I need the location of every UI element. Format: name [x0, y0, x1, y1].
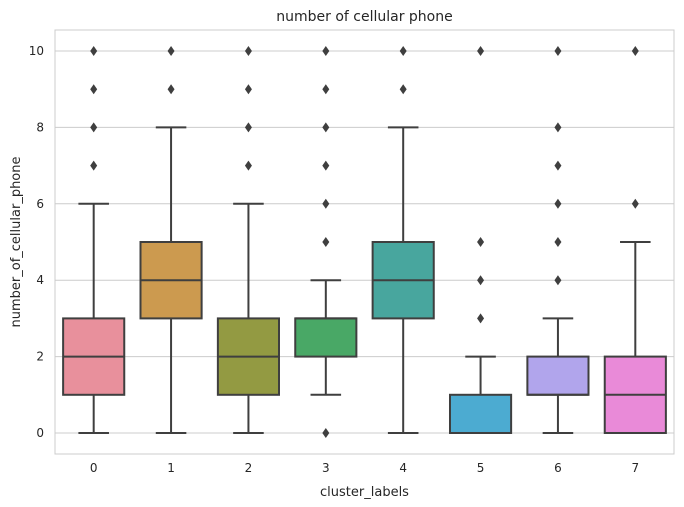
outlier-point	[167, 84, 175, 95]
outlier-point	[477, 46, 485, 57]
outlier-point	[90, 46, 98, 57]
x-tick-label: 4	[399, 461, 407, 475]
y-tick-label: 6	[36, 197, 44, 211]
x-tick-label: 5	[477, 461, 485, 475]
outlier-point	[554, 160, 562, 171]
x-tick-label: 1	[167, 461, 175, 475]
y-tick-label: 0	[36, 426, 44, 440]
outlier-point	[554, 198, 562, 209]
box-group	[448, 46, 513, 434]
x-tick-label: 6	[554, 461, 562, 475]
box-group	[294, 46, 358, 438]
outlier-point	[322, 46, 330, 57]
outlier-point	[631, 198, 639, 209]
outlier-point	[244, 84, 252, 95]
outlier-point	[322, 84, 330, 95]
box-group	[139, 46, 203, 434]
outlier-point	[554, 46, 562, 57]
box-group	[216, 46, 281, 434]
axis-ticks: 0 2 4 6 8 10 0 1 2 3 4 5 6 7	[29, 44, 639, 475]
y-tick-label: 2	[36, 350, 44, 364]
x-tick-label: 0	[90, 461, 98, 475]
outlier-point	[477, 237, 485, 247]
outlier-point	[322, 198, 330, 209]
outlier-point	[554, 122, 562, 133]
outlier-point	[322, 427, 330, 438]
outlier-point	[554, 237, 562, 247]
outlier-point	[90, 160, 98, 171]
outlier-point	[167, 46, 175, 57]
outlier-point	[90, 84, 98, 95]
outlier-point	[244, 160, 252, 171]
outlier-point	[90, 122, 98, 133]
x-tick-label: 3	[322, 461, 330, 475]
outlier-point	[631, 46, 639, 57]
x-axis-label: cluster_labels	[320, 485, 409, 500]
outlier-point	[477, 313, 485, 324]
outlier-point	[244, 122, 252, 133]
outlier-point	[244, 46, 252, 57]
x-tick-label: 7	[631, 461, 639, 475]
outlier-point	[554, 275, 562, 286]
box-series	[62, 46, 667, 438]
box-group	[526, 46, 590, 434]
box-group	[603, 46, 667, 434]
box-group	[62, 46, 126, 434]
box-body	[526, 355, 590, 396]
outlier-point	[477, 275, 485, 286]
outlier-point	[322, 122, 330, 133]
outlier-point	[322, 237, 330, 247]
x-tick-label: 2	[245, 461, 253, 475]
outlier-point	[322, 160, 330, 171]
chart-title: number of cellular phone	[276, 9, 452, 25]
box-group	[371, 46, 435, 434]
y-tick-label: 10	[29, 44, 44, 58]
outlier-point	[399, 84, 407, 95]
y-tick-label: 4	[36, 273, 44, 287]
y-tick-label: 8	[36, 120, 44, 134]
box-body	[294, 317, 358, 358]
y-axis-label: number_of_cellular_phone	[9, 157, 24, 328]
box-body	[448, 393, 513, 434]
outlier-point	[399, 46, 407, 57]
